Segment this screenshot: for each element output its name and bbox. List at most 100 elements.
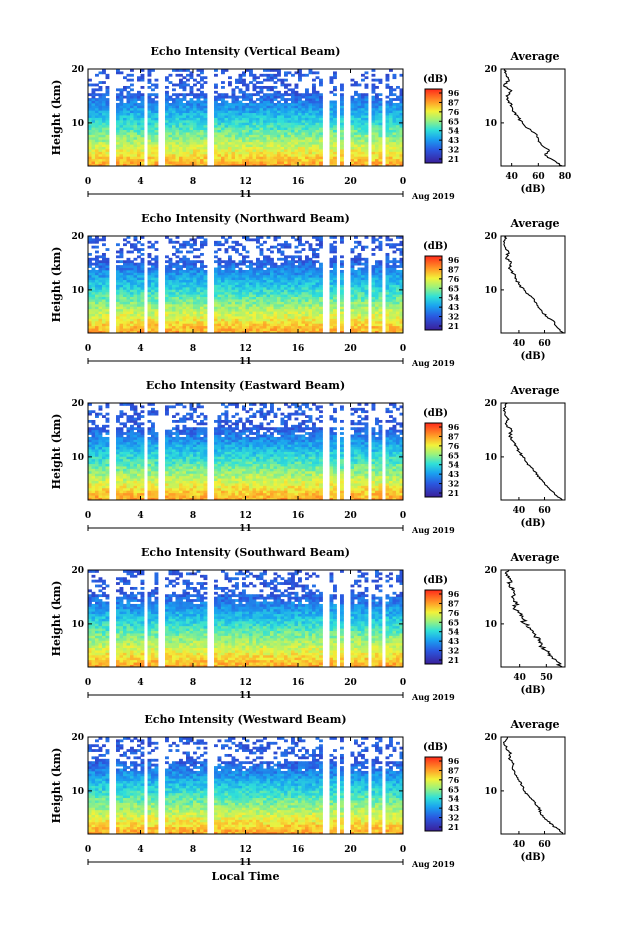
day-label: 11 bbox=[239, 858, 252, 868]
average-title: Average bbox=[509, 551, 559, 564]
average-y-tick-label: 10 bbox=[484, 453, 497, 463]
colorbar-tick-label: 21 bbox=[448, 321, 459, 331]
panel-1: Echo Intensity (Vertical Beam)1020Height… bbox=[50, 45, 571, 201]
y-tick-label: 10 bbox=[71, 453, 84, 463]
x-tick-label: 0 bbox=[400, 845, 406, 855]
x-tick-label: 20 bbox=[344, 177, 357, 187]
x-tick-label: 20 bbox=[344, 678, 357, 688]
panel-title: Echo Intensity (Eastward Beam) bbox=[146, 379, 345, 392]
average-x-label: (dB) bbox=[521, 351, 546, 362]
average-x-tick-label: 60 bbox=[538, 339, 551, 349]
average-y-tick-label: 20 bbox=[484, 733, 497, 743]
panel-3: Echo Intensity (Eastward Beam) 10 20 Height… bbox=[50, 379, 565, 535]
average-x-label: (dB) bbox=[521, 685, 546, 696]
date-label: Aug 2019 bbox=[411, 358, 455, 368]
colorbar-unit: (dB) bbox=[423, 241, 448, 252]
average-x-tick-label: 80 bbox=[559, 172, 572, 182]
x-axis-label: Local Time bbox=[212, 870, 280, 883]
x-tick-label: 4 bbox=[137, 344, 143, 354]
x-tick-label: 0 bbox=[85, 344, 91, 354]
day-label: 11 bbox=[239, 357, 252, 367]
average-profile-line bbox=[504, 737, 563, 834]
x-tick-label: 20 bbox=[344, 845, 357, 855]
x-tick-label: 4 bbox=[137, 845, 143, 855]
average-y-tick-label: 20 bbox=[484, 65, 497, 75]
average-title: Average bbox=[509, 718, 559, 731]
colorbar-tick-label: 21 bbox=[448, 655, 459, 665]
x-tick-label: 0 bbox=[400, 177, 406, 187]
y-tick-label: 20 bbox=[71, 232, 84, 242]
average-frame bbox=[501, 236, 565, 333]
colorbar bbox=[425, 757, 442, 831]
average-y-tick-label: 20 bbox=[484, 566, 497, 576]
date-label: Aug 2019 bbox=[411, 859, 455, 869]
average-frame bbox=[501, 403, 565, 500]
average-y-tick-label: 10 bbox=[484, 620, 497, 630]
average-x-tick-label: 40 bbox=[513, 840, 526, 850]
x-tick-label: 4 bbox=[137, 177, 143, 187]
y-axis-label: Height (km) bbox=[50, 80, 63, 156]
heatmap-cells bbox=[88, 69, 403, 166]
average-x-tick-label: 40 bbox=[513, 673, 526, 683]
average-y-tick-label: 10 bbox=[484, 286, 497, 296]
average-x-tick-label: 60 bbox=[532, 172, 545, 182]
y-tick-label: 20 bbox=[71, 733, 84, 743]
average-profile-line bbox=[504, 403, 563, 500]
average-x-tick-label: 40 bbox=[513, 339, 526, 349]
colorbar-unit: (dB) bbox=[423, 575, 448, 586]
heatmap-cells bbox=[88, 403, 403, 500]
heatmap-cells bbox=[88, 737, 403, 834]
panel-title: Echo Intensity (Southward Beam) bbox=[141, 546, 350, 559]
colorbar-unit: (dB) bbox=[423, 74, 448, 85]
y-tick-label: 10 bbox=[71, 286, 84, 296]
colorbar-tick-label: 21 bbox=[448, 822, 459, 832]
average-x-label: (dB) bbox=[521, 852, 546, 863]
average-x-tick-label: 60 bbox=[538, 840, 551, 850]
colorbar-unit: (dB) bbox=[423, 408, 448, 419]
average-frame bbox=[501, 69, 565, 166]
average-title: Average bbox=[509, 217, 559, 230]
average-frame bbox=[501, 737, 565, 834]
panel-4: Echo Intensity (Southward Beam)1020Heigh… bbox=[50, 546, 565, 702]
y-axis-label: Height (km) bbox=[50, 247, 63, 323]
average-x-label: (dB) bbox=[521, 518, 546, 529]
x-tick-label: 0 bbox=[400, 511, 406, 521]
day-label: 11 bbox=[239, 691, 252, 701]
x-tick-label: 16 bbox=[292, 344, 305, 354]
colorbar-tick-label: 21 bbox=[448, 154, 459, 164]
average-x-tick-label: 40 bbox=[513, 506, 526, 516]
average-x-tick-label: 60 bbox=[538, 506, 551, 516]
y-tick-label: 20 bbox=[71, 399, 84, 409]
x-tick-label: 4 bbox=[137, 511, 143, 521]
x-tick-label: 12 bbox=[239, 344, 252, 354]
heatmap-cells bbox=[88, 236, 403, 333]
y-axis-label: Height (km) bbox=[50, 414, 63, 490]
x-tick-label: 16 bbox=[292, 177, 305, 187]
date-label: Aug 2019 bbox=[411, 692, 455, 702]
x-tick-label: 4 bbox=[137, 678, 143, 688]
x-tick-label: 8 bbox=[190, 511, 196, 521]
average-frame bbox=[501, 570, 565, 667]
x-tick-label: 0 bbox=[400, 678, 406, 688]
x-tick-label: 8 bbox=[190, 845, 196, 855]
y-tick-label: 10 bbox=[71, 787, 84, 797]
x-tick-label: 16 bbox=[292, 845, 305, 855]
average-x-tick-label: 50 bbox=[540, 673, 553, 683]
x-tick-label: 12 bbox=[239, 511, 252, 521]
date-label: Aug 2019 bbox=[411, 525, 455, 535]
x-tick-label: 0 bbox=[85, 511, 91, 521]
heatmap-cells bbox=[88, 570, 403, 667]
average-y-tick-label: 20 bbox=[484, 399, 497, 409]
panel-title: Echo Intensity (Northward Beam) bbox=[141, 212, 350, 225]
colorbar bbox=[425, 423, 442, 497]
colorbar bbox=[425, 590, 442, 664]
colorbar bbox=[425, 89, 442, 163]
x-tick-label: 12 bbox=[239, 678, 252, 688]
x-tick-label: 20 bbox=[344, 344, 357, 354]
x-tick-label: 8 bbox=[190, 177, 196, 187]
y-tick-label: 10 bbox=[71, 119, 84, 129]
y-tick-label: 10 bbox=[71, 620, 84, 630]
colorbar bbox=[425, 256, 442, 330]
